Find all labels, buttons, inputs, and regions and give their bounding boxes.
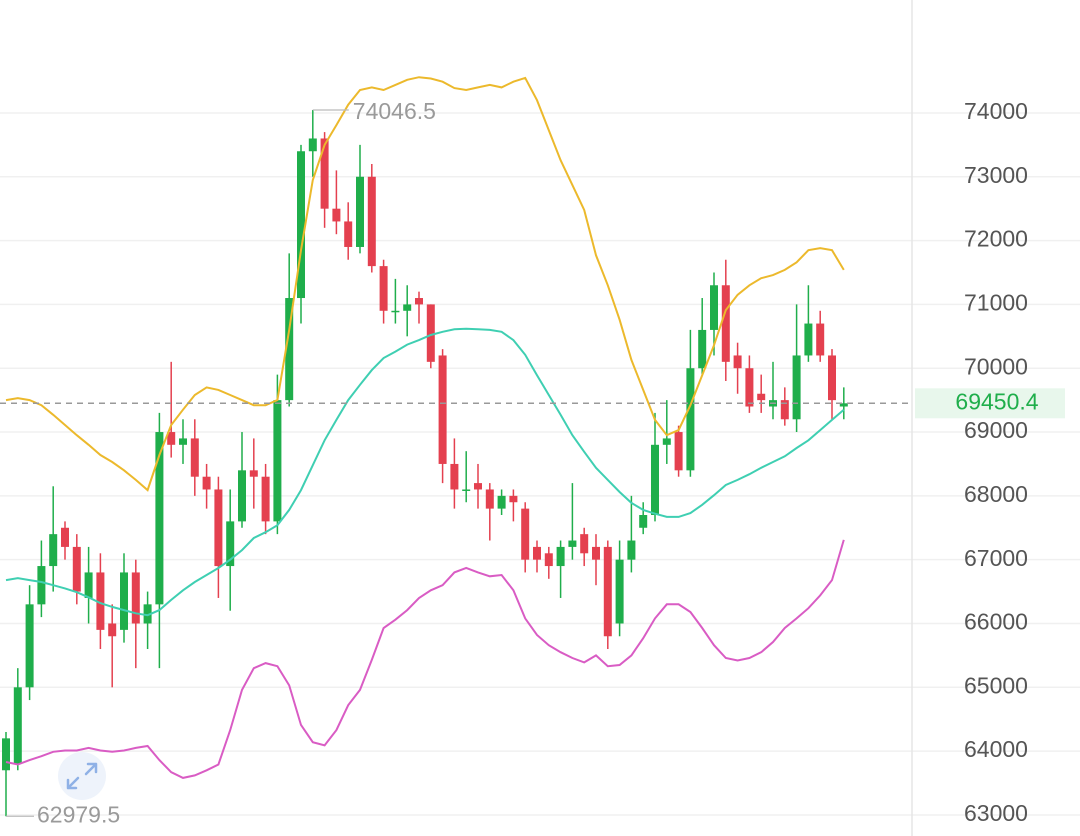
expand-icon[interactable] <box>58 752 106 800</box>
candle-body <box>249 470 258 477</box>
candle-body <box>627 540 636 560</box>
candle-body <box>745 368 754 407</box>
candle-body <box>686 368 695 471</box>
candle-body <box>804 323 813 356</box>
candle-body <box>96 572 105 630</box>
y-tick-label: 67000 <box>964 545 1028 571</box>
candle-body <box>261 476 270 522</box>
candle-body <box>238 470 246 522</box>
candle-body <box>190 438 199 477</box>
candle-body <box>757 393 766 401</box>
candle-body <box>733 355 742 369</box>
candle-body <box>780 400 789 420</box>
candle-body <box>143 604 152 624</box>
candle-body <box>474 483 482 490</box>
candle-body <box>592 546 600 560</box>
candle-body <box>403 304 412 311</box>
last-price-label: 69450.4 <box>955 388 1038 414</box>
candle-body <box>13 687 22 764</box>
y-tick-label: 71000 <box>964 289 1028 315</box>
last-price-box <box>915 388 1065 419</box>
y-tick-label: 69000 <box>964 417 1028 443</box>
expand-icon-bg <box>58 752 106 800</box>
candle-body <box>273 400 282 522</box>
y-tick-label: 66000 <box>964 609 1028 635</box>
candle-body <box>521 508 530 560</box>
band-line <box>5 327 845 617</box>
candle-body <box>285 298 294 401</box>
candle-body <box>828 355 836 401</box>
candle-body <box>544 553 553 567</box>
candle-body <box>61 527 69 547</box>
candle-body <box>450 463 459 490</box>
candle-body <box>839 403 848 407</box>
candle-body <box>332 208 341 222</box>
candle-body <box>226 521 235 567</box>
y-tick-label: 64000 <box>964 736 1028 762</box>
candle-body <box>792 355 801 420</box>
candle-body <box>462 489 471 491</box>
candle-body <box>297 151 305 299</box>
candle-body <box>356 176 364 247</box>
band-line <box>5 539 845 779</box>
candle-body <box>37 566 46 605</box>
candle-body <box>568 540 577 547</box>
candle-body <box>214 489 223 567</box>
candle-body <box>25 604 34 688</box>
candle-body <box>308 138 317 152</box>
y-tick-label: 65000 <box>964 672 1028 698</box>
max-label: 74046.5 <box>353 98 436 124</box>
y-tick-label: 68000 <box>964 481 1028 507</box>
candle-body <box>202 476 211 490</box>
candle-body <box>615 559 624 624</box>
candle-body <box>662 438 671 445</box>
candle-body <box>391 310 400 313</box>
candle-body <box>533 546 541 560</box>
candle-body <box>556 546 565 567</box>
candle-body <box>167 432 176 445</box>
candle-body <box>367 176 376 267</box>
candle-body <box>155 432 164 605</box>
candle-body <box>485 489 494 509</box>
y-tick-label: 72000 <box>964 226 1028 252</box>
y-tick-label: 70000 <box>964 353 1028 379</box>
candle-body <box>108 623 117 637</box>
candle-body <box>344 221 353 247</box>
candle-body <box>710 285 718 330</box>
y-tick-label: 73000 <box>964 162 1028 188</box>
candle-body <box>816 323 825 356</box>
candle-body <box>120 572 128 630</box>
candle-body <box>72 546 81 592</box>
candle-body <box>603 546 612 637</box>
candle-body <box>379 266 388 311</box>
candle-body <box>674 432 683 471</box>
y-tick-label: 63000 <box>964 800 1028 826</box>
y-tick-label: 74000 <box>964 98 1028 124</box>
candle-body <box>84 572 93 598</box>
candle-body <box>49 534 58 567</box>
candle-body <box>651 444 659 516</box>
band-line <box>5 76 845 492</box>
candle-body <box>2 738 10 771</box>
min-label: 62979.5 <box>37 801 120 827</box>
candle-body <box>131 572 140 624</box>
candle-body <box>698 329 707 369</box>
candle-body <box>497 495 506 509</box>
candle-body <box>426 304 435 362</box>
candle-body <box>721 285 730 362</box>
candle-body <box>580 534 589 554</box>
candle-body <box>438 355 447 464</box>
candle-body <box>415 298 423 305</box>
candle-body <box>509 495 518 503</box>
candle-body <box>639 515 648 528</box>
candle-body <box>320 138 329 209</box>
expand-arrows <box>66 762 98 790</box>
candle-body <box>179 438 187 445</box>
